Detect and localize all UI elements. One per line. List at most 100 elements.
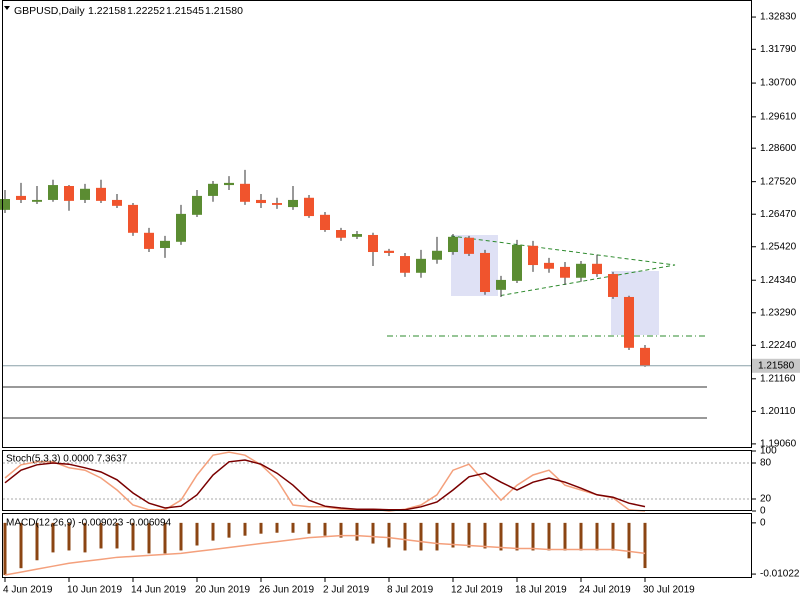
y-tick-label: 1.29610 (760, 112, 797, 123)
macd-bar (259, 522, 263, 534)
stoch-line (4, 459, 646, 511)
candle-body (240, 183, 250, 202)
macd-bar (643, 522, 647, 569)
y-tick-label: 80 (760, 458, 772, 469)
candle-body (64, 185, 74, 201)
x-tick-label: 2 Jul 2019 (323, 585, 370, 596)
candle-body (368, 234, 378, 253)
macd-bar (35, 522, 39, 561)
triangle-object (450, 235, 676, 297)
y-tick-label: 1.25420 (760, 241, 797, 252)
macd-bar (371, 522, 375, 544)
candle-body (432, 250, 442, 260)
candle-body (560, 266, 570, 278)
price-box-label: 1.21580 (758, 360, 795, 371)
x-tick-label: 14 Jun 2019 (131, 585, 186, 596)
symbol-title: GBPUSD,Daily (14, 5, 85, 17)
plots (0, 169, 752, 576)
macd-panel-frame (2, 513, 752, 578)
macd-bar (419, 522, 423, 551)
low-label: 1.21545 (166, 5, 204, 17)
macd-bar (339, 522, 343, 538)
macd-bar (387, 522, 391, 548)
macd-bar (451, 522, 455, 548)
candle-body (640, 347, 650, 366)
stoch-panel-frame (2, 450, 752, 511)
macd-bar (19, 522, 23, 569)
macd-bar (435, 522, 439, 551)
candle-body (96, 187, 106, 201)
macd-bar (627, 522, 631, 559)
y-tick-label: 1.30700 (760, 78, 797, 89)
candle-body (384, 250, 394, 253)
menu-arrow[interactable] (4, 6, 10, 10)
macd-bar (147, 522, 151, 554)
macd-bar (611, 522, 615, 551)
x-tick-label: 24 Jul 2019 (579, 585, 631, 596)
candle-body (176, 213, 186, 242)
y-tick-label: 1.24340 (760, 275, 797, 286)
macd-bar (67, 522, 71, 551)
y-tick-label: 0 (760, 506, 766, 517)
open-label: 1.22158 (88, 5, 126, 17)
price-box (752, 358, 800, 373)
y-tick-label: 100 (760, 446, 777, 457)
macd-bar (563, 522, 567, 551)
candle-body (400, 256, 410, 273)
macd-bar (211, 522, 215, 541)
macd-bar (515, 522, 519, 551)
y-tick-label: 1.22240 (760, 340, 797, 351)
macd-bar (3, 522, 7, 576)
y-tick-label: 20 (760, 494, 772, 505)
macd-bar (547, 522, 551, 551)
x-tick-label: 26 Jun 2019 (259, 585, 314, 596)
candle-body (544, 262, 554, 269)
macd-bar (355, 522, 359, 541)
macd-bar (99, 522, 103, 549)
x-tick-label: 10 Jun 2019 (67, 585, 122, 596)
candle-body (352, 234, 362, 237)
candle-body (336, 230, 346, 238)
candle-body (304, 197, 314, 217)
candle-body (464, 237, 474, 254)
candle-body (32, 199, 42, 202)
macd-bar (83, 522, 87, 553)
close-label: 1.21580 (205, 5, 243, 17)
macd-bar (483, 522, 487, 549)
candle-body (320, 214, 330, 231)
x-tick-label: 30 Jul 2019 (643, 585, 695, 596)
y-tick-label: 1.31790 (760, 44, 797, 55)
stoch-title: Stoch(5,3,3) 0.0000 7.3637 (6, 454, 128, 465)
high-label: 1.22252 (127, 5, 165, 17)
candle-body (0, 199, 10, 210)
candle-body (448, 236, 458, 253)
macd-bar (179, 522, 183, 551)
candle-body (512, 244, 522, 281)
candle-body (144, 232, 154, 249)
candle-body (624, 296, 634, 348)
y-tick-label: 1.28600 (760, 143, 797, 154)
y-tick-label: 1.27520 (760, 176, 797, 187)
macd-title: MACD(12,26,9) -0.009023 -0.006094 (6, 518, 172, 529)
macd-bar (403, 522, 407, 551)
macd-bar (595, 522, 599, 551)
candle-body (192, 195, 202, 215)
macd-bar (291, 522, 295, 533)
macd-bar (531, 522, 535, 551)
macd-bar (115, 522, 119, 549)
candle-body (128, 204, 138, 233)
candle-body (496, 279, 506, 290)
candle-body (48, 185, 58, 200)
macd-bar (323, 522, 327, 536)
x-tick-label: 4 Jun 2019 (3, 585, 53, 596)
candle-body (272, 203, 282, 205)
macd-bar (227, 522, 231, 538)
y-tick-label: -0.010226 (760, 569, 800, 580)
macd-bar (243, 522, 247, 536)
price-panel-frame (2, 0, 752, 448)
y-tick-label: 1.26470 (760, 209, 797, 220)
candle-body (224, 182, 234, 186)
